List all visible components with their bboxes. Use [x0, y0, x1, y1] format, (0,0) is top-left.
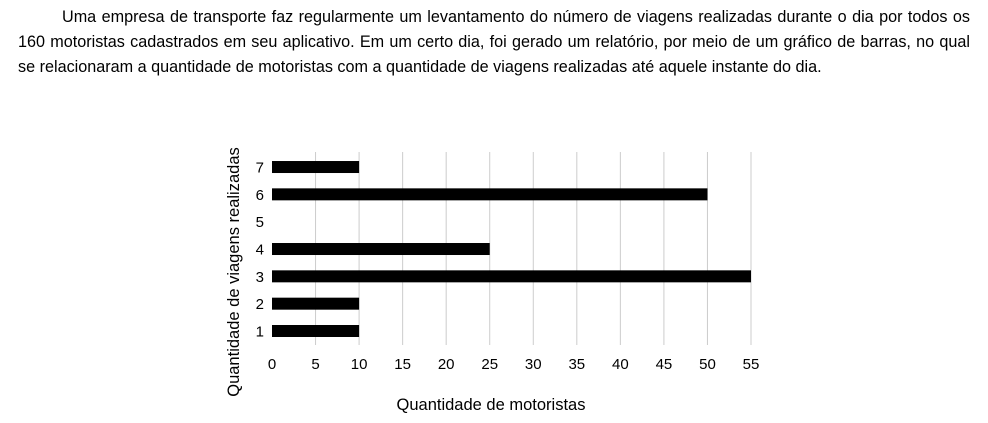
bar-viagens-6: [272, 188, 708, 201]
y-tick-label: 4: [256, 242, 264, 259]
x-tick-label: 30: [525, 356, 542, 373]
x-tick-label: 40: [612, 356, 629, 373]
x-tick-label: 20: [438, 356, 455, 373]
x-tick-label: 10: [351, 356, 368, 373]
y-tick-label: 3: [256, 269, 264, 286]
x-tick-label: 5: [311, 356, 319, 373]
bar-viagens-1: [272, 325, 360, 337]
y-tick-label: 6: [256, 187, 264, 204]
x-tick-label: 15: [394, 356, 411, 373]
y-tick-labels: 1 2 3 4 5 6 7: [256, 160, 264, 341]
y-tick-label: 7: [256, 160, 264, 177]
bar-viagens-2: [272, 297, 360, 310]
bar-viagens-3: [272, 270, 751, 283]
bar-viagens-4: [272, 243, 490, 256]
x-tick-label: 0: [268, 356, 276, 373]
x-tick-label: 35: [568, 356, 585, 373]
y-tick-label: 2: [256, 296, 264, 313]
x-tick-labels: 0 5 10 15 20 25 30 35 40 45 50 55: [268, 356, 760, 373]
bar-viagens-7: [272, 161, 360, 174]
y-tick-label: 5: [256, 214, 264, 231]
x-tick-label: 45: [656, 356, 673, 373]
bars: [272, 161, 751, 337]
y-axis-title: Quantidade de viagens realizadas: [225, 147, 243, 397]
question-text: Uma empresa de transporte faz regularmen…: [18, 8, 970, 76]
x-tick-label: 55: [743, 356, 760, 373]
x-axis-title: Quantidade de motoristas: [397, 396, 586, 414]
x-tick-label: 25: [481, 356, 498, 373]
y-tick-label: 1: [256, 324, 264, 341]
x-tick-label: 50: [699, 356, 716, 373]
